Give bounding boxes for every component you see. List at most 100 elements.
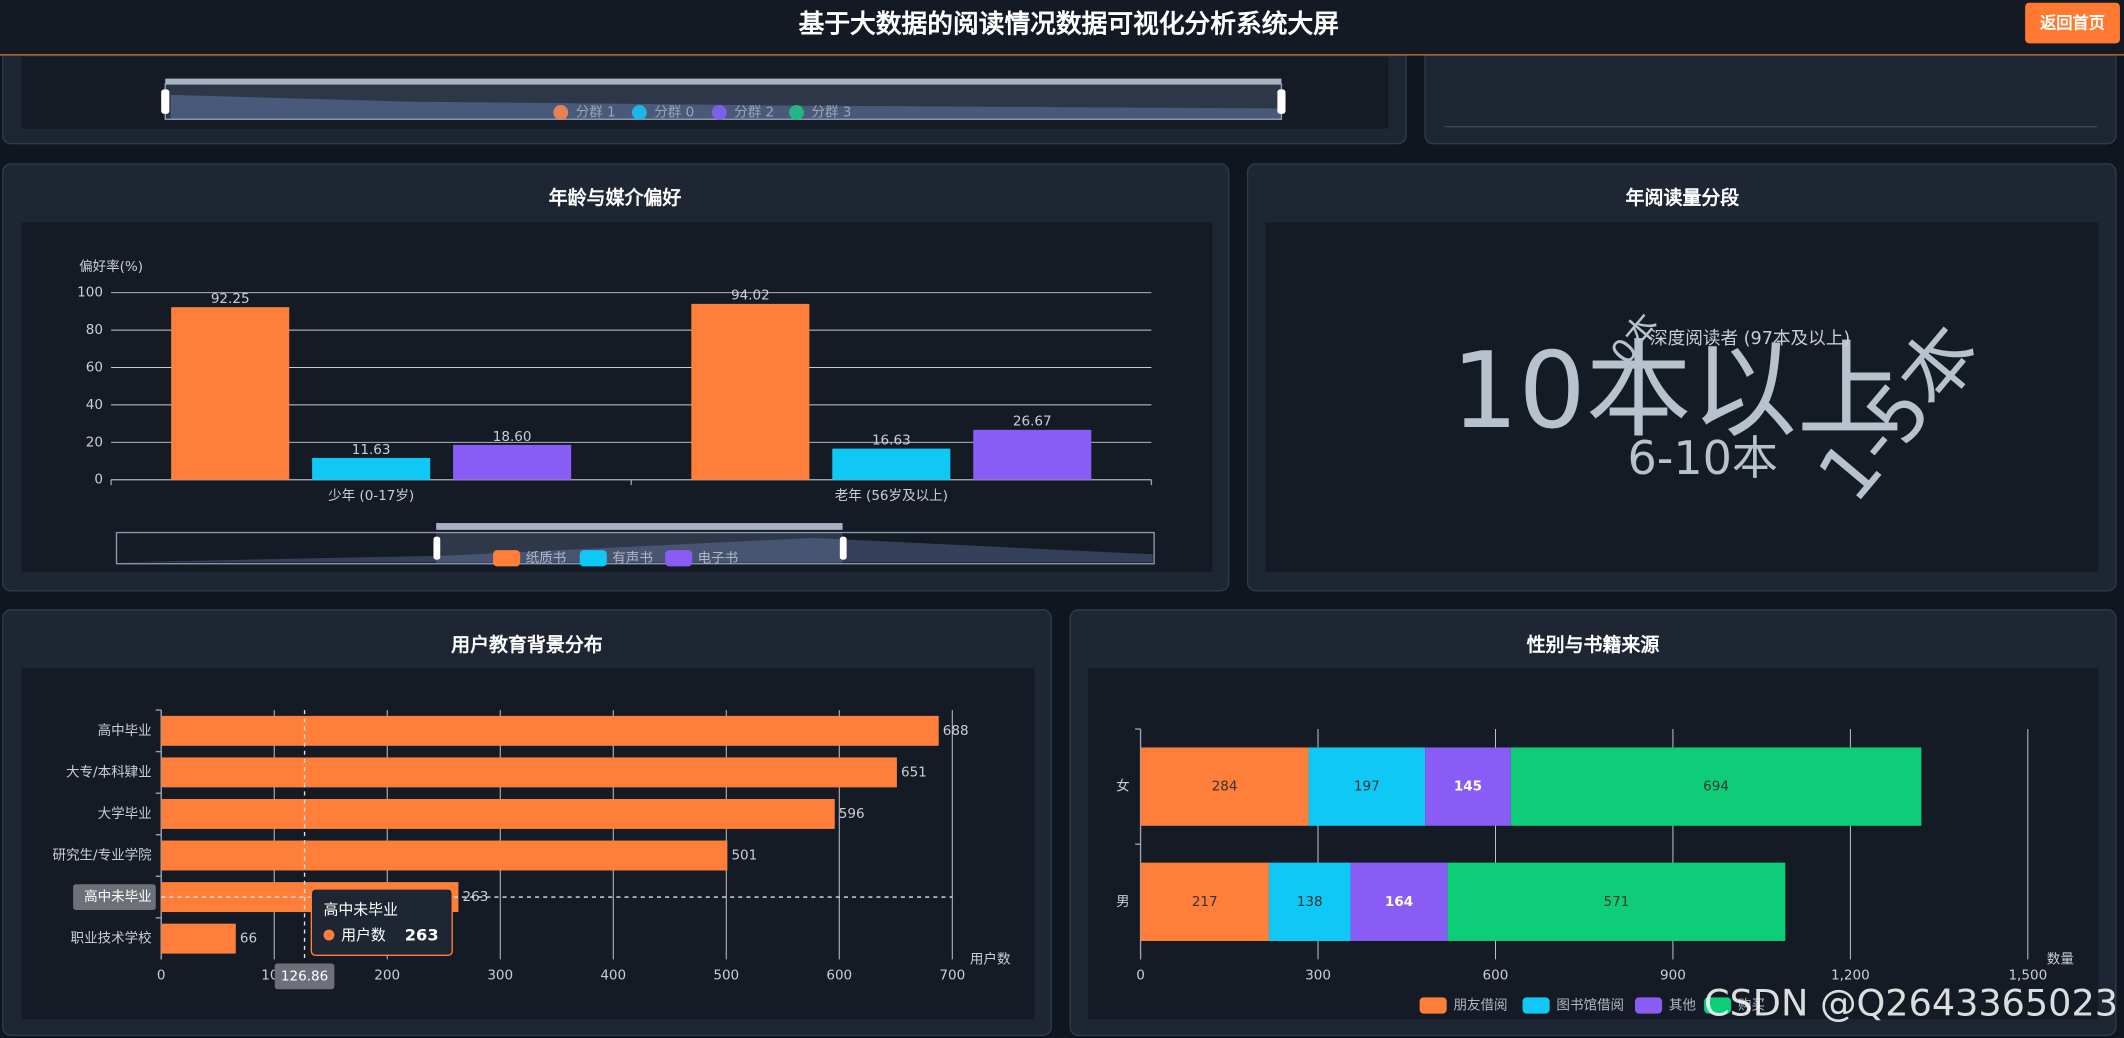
x-tick-label: 400 — [600, 968, 626, 984]
x-tick-label: 200 — [374, 968, 400, 984]
y-tick-label: 100 — [77, 285, 103, 301]
bar — [161, 798, 835, 829]
data-label: 18.60 — [493, 429, 532, 445]
x-tick-label: 1,500 — [2008, 968, 2047, 984]
zoom-handle[interactable] — [161, 89, 170, 114]
bar-segment — [1425, 747, 1511, 826]
legend-label: 纸质书 — [526, 550, 567, 566]
y-tick-label: 大学毕业 — [98, 806, 152, 822]
x-tick-label: 300 — [487, 968, 513, 984]
legend-label: 分群 2 — [734, 104, 774, 120]
panel-title: 性别与书籍来源 — [1527, 633, 1660, 656]
bar-segment — [1140, 747, 1309, 826]
legend-label: 其他 — [1669, 997, 1697, 1013]
legend-label: 有声书 — [612, 550, 653, 566]
bar — [973, 429, 1092, 480]
legend-label: 图书馆借阅 — [1556, 997, 1624, 1013]
tooltip-series: 用户数 — [341, 926, 386, 944]
y-tick-label: 研究生/专业学院 — [52, 848, 152, 864]
x-tick-label: 600 — [826, 968, 852, 984]
panel-title: 用户教育背景分布 — [451, 633, 603, 656]
word: 6-10本 — [1627, 431, 1778, 485]
zoom-handle[interactable] — [839, 536, 847, 560]
y-tick-label: 高中未毕业 — [84, 888, 152, 905]
segment-label: 164 — [1385, 894, 1413, 910]
legend-swatch — [665, 550, 693, 567]
x-tick-label: 0 — [157, 968, 166, 984]
data-label: 688 — [943, 723, 969, 739]
data-label: 92.25 — [211, 291, 250, 307]
data-label: 94.02 — [731, 288, 770, 304]
bar — [161, 715, 939, 746]
data-label: 263 — [462, 889, 488, 905]
bar-segment — [1350, 862, 1448, 941]
data-label: 16.63 — [872, 432, 911, 448]
axis-title: 偏好率(%) — [79, 258, 143, 275]
home-button[interactable] — [2025, 2, 2120, 44]
segment-label: 571 — [1604, 894, 1630, 910]
legend-swatch — [493, 550, 521, 567]
data-label: 596 — [839, 806, 865, 822]
bar-segment — [1308, 747, 1426, 826]
x-tick-label: 500 — [713, 968, 739, 984]
legend-swatch — [1419, 997, 1447, 1014]
bar-segment — [1510, 747, 1922, 826]
home-button-label[interactable]: 返回首页 — [2040, 14, 2105, 33]
segment-label: 138 — [1297, 894, 1323, 910]
legend-swatch — [1634, 997, 1663, 1014]
axis-title: 用户数 — [970, 950, 1011, 967]
x-tick-label: 600 — [1483, 968, 1509, 984]
x-tick-label: 700 — [939, 968, 965, 984]
x-tick-label: 1,200 — [1831, 968, 1870, 984]
zoom-handle[interactable] — [433, 536, 441, 560]
y-tick-label: 职业技术学校 — [71, 930, 153, 947]
data-label: 26.67 — [1013, 414, 1052, 430]
y-tick-label: 40 — [86, 397, 103, 413]
data-zoom[interactable] — [115, 531, 1155, 565]
y-tick-label: 20 — [86, 434, 103, 450]
bar-segment — [1140, 862, 1269, 941]
axis-pointer-label: 126.86 — [281, 968, 328, 984]
y-tick-label: 0 — [94, 472, 103, 488]
segment-label: 694 — [1703, 779, 1729, 795]
bar — [161, 840, 728, 871]
x-tick-label: 0 — [1136, 968, 1145, 984]
zoom-bar[interactable] — [165, 78, 1282, 85]
data-label: 651 — [901, 764, 927, 780]
tooltip-value: 263 — [405, 926, 439, 945]
y-tick-label: 60 — [86, 359, 103, 375]
bar — [171, 307, 290, 480]
legend-swatch — [553, 105, 569, 120]
bar-segment — [1447, 862, 1786, 941]
legend-swatch — [579, 550, 607, 567]
tooltip-marker — [323, 929, 335, 941]
zoom-shadow — [117, 537, 1153, 563]
zoom-handle[interactable] — [1277, 89, 1286, 114]
tooltip-title: 高中未毕业 — [324, 900, 399, 918]
legend-swatch — [1704, 997, 1732, 1014]
legend-label: 分群 0 — [654, 104, 694, 120]
axis-title: 数量 — [2047, 951, 2074, 967]
legend-swatch — [631, 105, 647, 120]
category-highlight — [73, 884, 156, 910]
segment-label: 197 — [1354, 779, 1380, 795]
bar — [312, 457, 431, 480]
word: 10本以上 — [1451, 329, 1902, 452]
segment-label: 217 — [1192, 894, 1218, 910]
zoom-bar[interactable] — [436, 523, 843, 530]
legend-swatch — [789, 105, 804, 120]
axis-pointer-box — [274, 963, 335, 990]
x-tick-label: 少年 (0-17岁) — [328, 488, 414, 504]
x-tick-label: 300 — [1305, 968, 1331, 984]
y-tick-label: 80 — [86, 322, 103, 338]
zoom-shadow — [170, 94, 1282, 120]
page-title: 基于大数据的阅读情况数据可视化分析系统大屏 — [799, 8, 1339, 39]
segment-label: 145 — [1454, 779, 1482, 795]
bar — [832, 448, 951, 480]
segment-label: 284 — [1212, 779, 1238, 795]
bar — [453, 444, 572, 480]
chart-area — [1087, 668, 2099, 1020]
data-label: 501 — [731, 848, 757, 864]
legend-label: 购买 — [1738, 997, 1765, 1013]
